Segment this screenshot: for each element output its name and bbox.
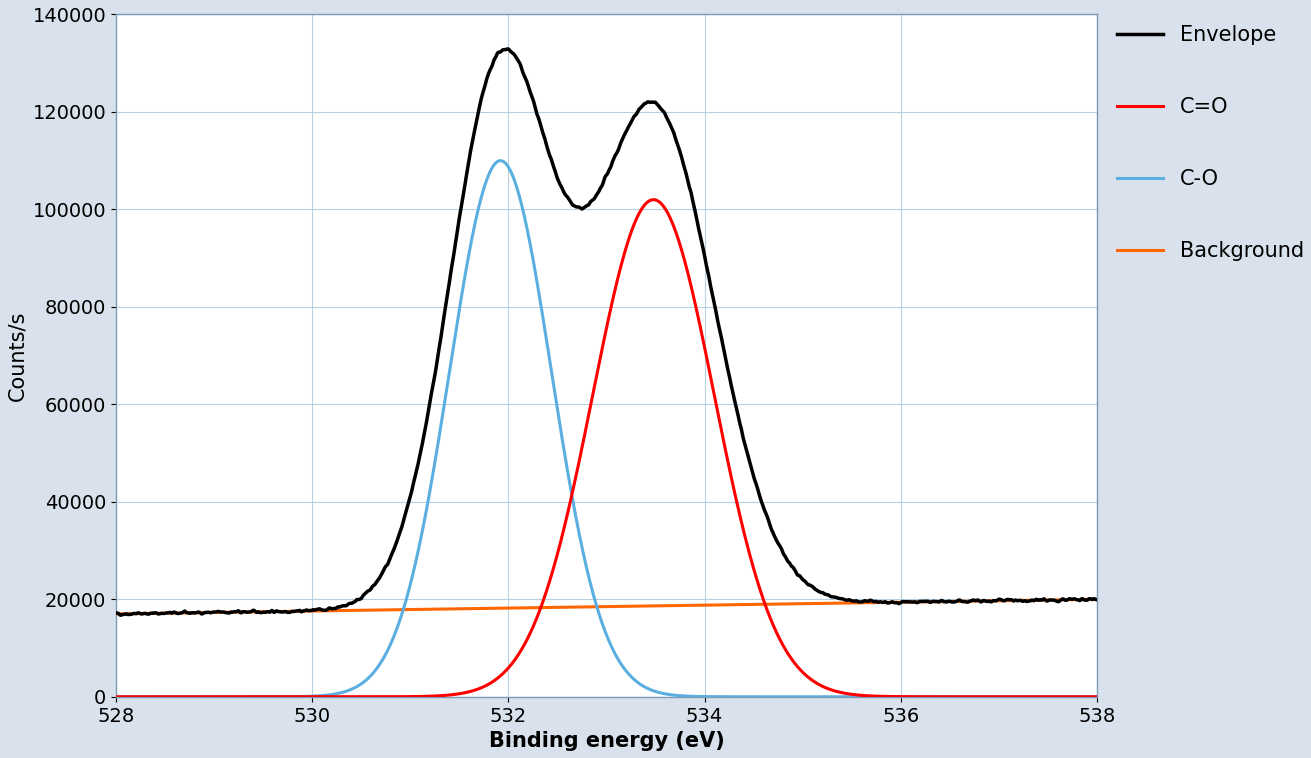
C=O bbox=[1089, 692, 1105, 701]
C-O bbox=[527, 265, 543, 274]
X-axis label: Binding energy (eV): Binding energy (eV) bbox=[489, 731, 724, 751]
Background bbox=[278, 607, 294, 616]
Envelope bbox=[1070, 595, 1086, 604]
Background bbox=[1089, 595, 1105, 604]
C=O bbox=[527, 619, 543, 628]
C-O bbox=[278, 692, 294, 701]
Line: C-O: C-O bbox=[115, 161, 1097, 697]
C=O bbox=[645, 195, 661, 204]
C=O bbox=[1070, 692, 1086, 701]
C-O bbox=[1070, 692, 1086, 701]
Background bbox=[527, 603, 543, 612]
Line: C=O: C=O bbox=[115, 199, 1097, 697]
C-O bbox=[108, 692, 123, 701]
Envelope bbox=[485, 61, 501, 70]
Envelope bbox=[527, 103, 543, 112]
Line: Background: Background bbox=[115, 600, 1097, 614]
Envelope bbox=[965, 596, 981, 605]
C=O bbox=[220, 692, 236, 701]
Background bbox=[964, 597, 979, 606]
C-O bbox=[493, 156, 509, 165]
Envelope bbox=[220, 609, 236, 618]
C=O bbox=[484, 678, 499, 687]
C-O bbox=[1089, 692, 1105, 701]
Envelope bbox=[278, 607, 294, 616]
Background bbox=[1070, 595, 1086, 604]
Background bbox=[108, 609, 123, 619]
Background bbox=[220, 608, 236, 617]
C=O bbox=[108, 692, 123, 701]
C=O bbox=[965, 692, 981, 701]
C-O bbox=[965, 692, 981, 701]
Envelope bbox=[108, 609, 123, 618]
Envelope bbox=[499, 44, 515, 53]
Envelope bbox=[113, 611, 128, 620]
Line: Envelope: Envelope bbox=[115, 49, 1097, 615]
C-O bbox=[220, 692, 236, 701]
Background bbox=[484, 604, 499, 613]
Envelope bbox=[1089, 595, 1105, 604]
C-O bbox=[484, 163, 499, 172]
C=O bbox=[278, 692, 294, 701]
Y-axis label: Counts/s: Counts/s bbox=[7, 311, 28, 401]
Legend: Envelope, C=O, C-O, Background: Envelope, C=O, C-O, Background bbox=[1117, 25, 1303, 261]
